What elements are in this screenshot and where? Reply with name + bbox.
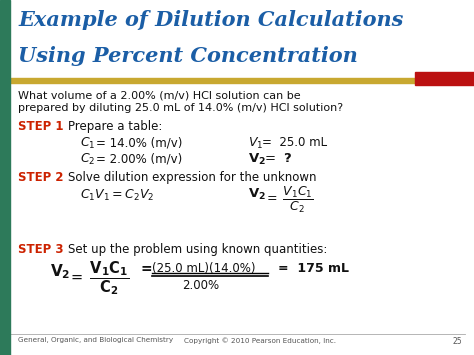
Text: What volume of a 2.00% (m/v) HCl solution can be: What volume of a 2.00% (m/v) HCl solutio… (18, 90, 301, 100)
Text: Example of Dilution Calculations: Example of Dilution Calculations (18, 10, 403, 30)
Text: STEP 1: STEP 1 (18, 120, 64, 133)
Text: =  $\mathbf{?}$: = $\mathbf{?}$ (264, 152, 292, 165)
Text: $C_1V_1 = C_2V_2$: $C_1V_1 = C_2V_2$ (80, 188, 154, 203)
Text: $C_2$: $C_2$ (80, 152, 95, 167)
Text: =  25.0 mL: = 25.0 mL (262, 136, 327, 149)
Text: $C_1$: $C_1$ (80, 136, 95, 151)
Text: $\mathbf{V_2}$: $\mathbf{V_2}$ (50, 262, 71, 281)
Text: Copyright © 2010 Pearson Education, Inc.: Copyright © 2010 Pearson Education, Inc. (184, 337, 336, 344)
Text: Prepare a table:: Prepare a table: (68, 120, 163, 133)
Text: = 2.00% (m/v): = 2.00% (m/v) (96, 152, 182, 165)
Text: $= \;\dfrac{V_1C_1}{C_2}$: $= \;\dfrac{V_1C_1}{C_2}$ (264, 185, 314, 215)
Text: General, Organic, and Biological Chemistry: General, Organic, and Biological Chemist… (18, 337, 173, 343)
Text: $\mathbf{=}$: $\mathbf{=}$ (138, 260, 153, 274)
Text: $V_1$: $V_1$ (248, 136, 263, 151)
Text: (25.0 mL)(14.0%): (25.0 mL)(14.0%) (152, 262, 255, 275)
Text: STEP 2: STEP 2 (18, 171, 64, 184)
Bar (415, 72, 474, 85)
Text: Solve dilution expression for the unknown: Solve dilution expression for the unknow… (68, 171, 317, 184)
Text: Using Percent Concentration: Using Percent Concentration (18, 46, 358, 66)
Text: Set up the problem using known quantities:: Set up the problem using known quantitie… (68, 243, 328, 256)
Text: = 14.0% (m/v): = 14.0% (m/v) (96, 136, 182, 149)
Bar (0, 0, 10, 355)
Text: prepared by diluting 25.0 mL of 14.0% (m/v) HCl solution?: prepared by diluting 25.0 mL of 14.0% (m… (18, 103, 343, 113)
Text: 2.00%: 2.00% (182, 279, 219, 292)
Bar (10, 78, 415, 83)
Text: $\mathbf{V_2}$: $\mathbf{V_2}$ (248, 187, 266, 202)
Text: STEP 3: STEP 3 (18, 243, 64, 256)
Text: 25: 25 (452, 337, 462, 346)
Text: $= \;\dfrac{\mathbf{V_1C_1}}{\mathbf{C_2}}$: $= \;\dfrac{\mathbf{V_1C_1}}{\mathbf{C_2… (68, 259, 129, 297)
Text: =  175 mL: = 175 mL (278, 262, 349, 275)
Bar (10, 0, 474, 82)
Text: $\mathbf{V_2}$: $\mathbf{V_2}$ (248, 152, 266, 167)
